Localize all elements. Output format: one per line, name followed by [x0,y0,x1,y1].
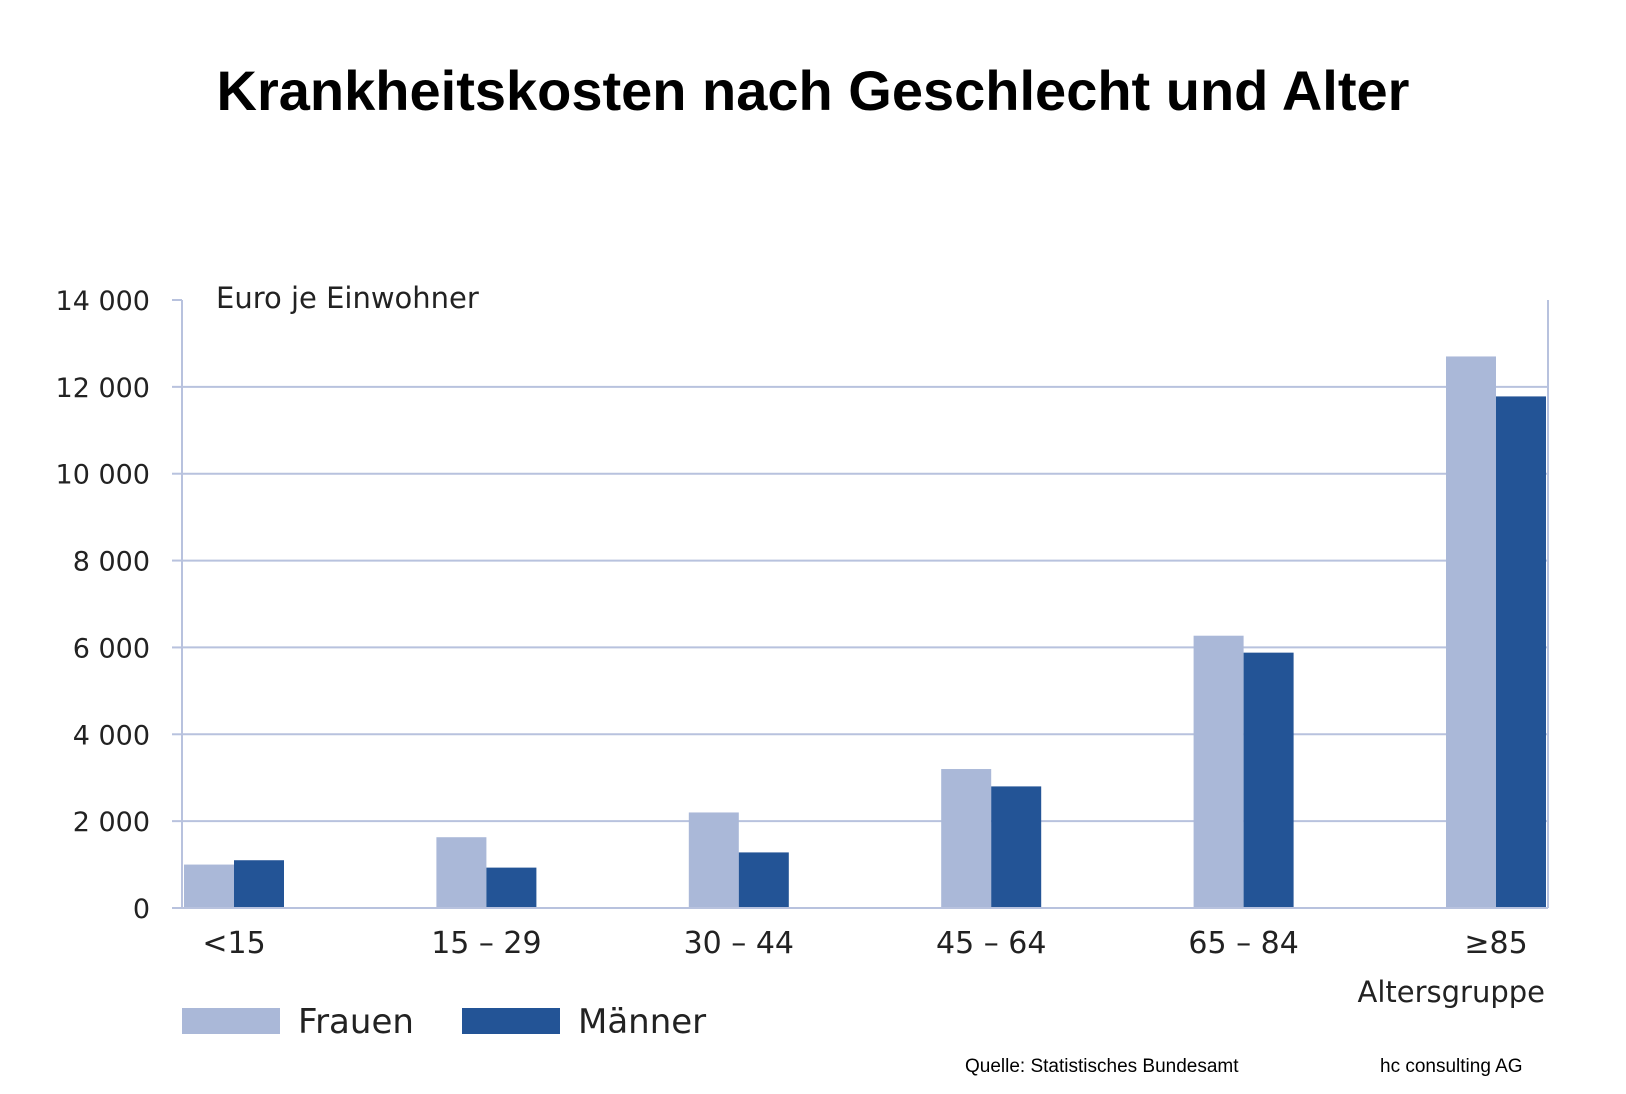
axes [172,299,1549,909]
x-tick-label: <15 [202,926,265,961]
source-note: Quelle: Statistisches Bundesamt [965,1056,1239,1077]
legend-swatch-maenner [462,1008,560,1034]
x-tick-labels: <15 15 – 29 30 – 44 45 – 64 65 – 84 ≥85 [202,926,1527,961]
y-tick-label: 0 [133,894,150,925]
bar-maenner [738,852,789,908]
y-tick-label: 2 000 [73,807,150,838]
bars [184,356,1546,908]
bar-maenner [1496,396,1546,908]
y-axis-unit-label: Euro je Einwohner [216,281,479,315]
x-tick-label: 65 – 84 [1188,926,1298,961]
bar-maenner [1243,652,1294,908]
bar-frauen [1193,635,1244,908]
chart-title: Krankheitskosten nach Geschlecht und Alt… [216,59,1410,122]
x-tick-label: ≥85 [1464,926,1527,961]
y-tick-label: 6 000 [73,633,150,664]
bar-frauen [941,769,992,908]
y-tick-labels: 0 2 000 4 000 6 000 8 000 10 000 12 000 14 000 [56,286,150,925]
legend-label-maenner: Männer [578,1002,706,1042]
legend-swatch-frauen [182,1008,280,1034]
y-tick-label: 10 000 [56,460,150,491]
bar-maenner [486,867,537,908]
y-tick-label: 12 000 [56,373,150,404]
bar-frauen [184,864,234,908]
bar-maenner [991,786,1042,908]
x-tick-label: 30 – 44 [684,926,794,961]
bar-frauen [688,812,739,908]
company-note: hc consulting AG [1380,1056,1523,1077]
legend: Frauen Männer [182,1002,706,1042]
legend-label-frauen: Frauen [298,1002,414,1042]
bar-frauen [436,837,487,908]
grid-lines [182,385,1548,823]
bar-frauen [1446,356,1496,908]
bar-maenner [234,860,284,908]
y-tick-label: 4 000 [73,720,150,751]
y-tick-label: 8 000 [73,547,150,578]
x-tick-label: 45 – 64 [936,926,1046,961]
y-tick-label: 14 000 [56,286,150,317]
x-tick-label: 15 – 29 [431,926,541,961]
x-axis-label: Altersgruppe [1357,975,1545,1009]
